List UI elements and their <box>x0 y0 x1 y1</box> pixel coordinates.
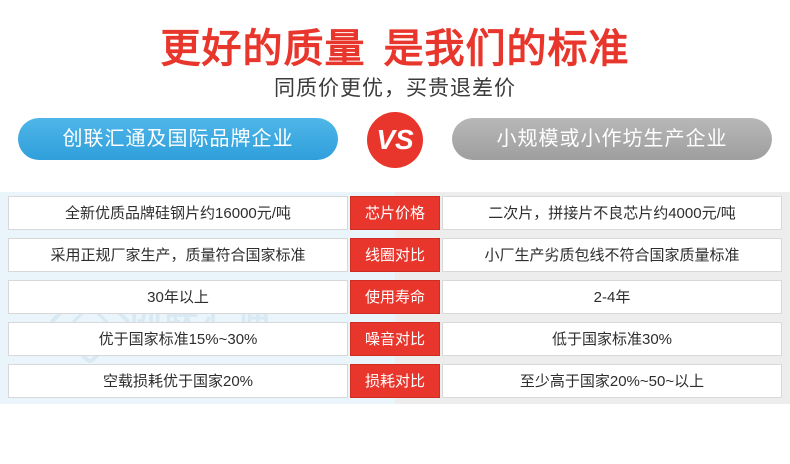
row-left-value: 空载损耗优于国家20% <box>8 364 348 398</box>
row-left-value: 30年以上 <box>8 280 348 314</box>
vs-left-label: 创联汇通及国际品牌企业 <box>18 118 338 160</box>
row-label: 噪音对比 <box>350 322 440 356</box>
row-right-value: 小厂生产劣质包线不符合国家质量标准 <box>442 238 782 272</box>
table-row: 空载损耗优于国家20% 损耗对比 至少高于国家20%~50~以上 <box>0 360 790 402</box>
row-label: 线圈对比 <box>350 238 440 272</box>
row-label: 损耗对比 <box>350 364 440 398</box>
row-right-value: 2-4年 <box>442 280 782 314</box>
row-left-value: 全新优质品牌硅钢片约16000元/吨 <box>8 196 348 230</box>
page-subtitle: 同质价更优，买贵退差价 <box>274 77 516 100</box>
table-row: 采用正规厂家生产，质量符合国家标准 线圈对比 小厂生产劣质包线不符合国家质量标准 <box>0 234 790 276</box>
row-right-value: 二次片，拼接片不良芯片约4000元/吨 <box>442 196 782 230</box>
table-row: 全新优质品牌硅钢片约16000元/吨 芯片价格 二次片，拼接片不良芯片约4000… <box>0 192 790 234</box>
row-right-value: 低于国家标准30% <box>442 322 782 356</box>
row-label: 使用寿命 <box>350 280 440 314</box>
page-title-part1: 更好的质量 <box>160 27 366 71</box>
comparison-rows: 全新优质品牌硅钢片约16000元/吨 芯片价格 二次片，拼接片不良芯片约4000… <box>0 192 790 404</box>
row-left-value: 采用正规厂家生产，质量符合国家标准 <box>8 238 348 272</box>
vs-row: 创联汇通及国际品牌企业 VS 小规模或小作坊生产企业 <box>0 112 790 172</box>
table-row: 30年以上 使用寿命 2-4年 <box>0 276 790 318</box>
page-title-part2: 是我们的标准 <box>383 27 630 71</box>
row-right-value: 至少高于国家20%~50~以上 <box>442 364 782 398</box>
comparison-table: 创联汇通 CHUANGLIANHUITONG 全新优质品牌硅钢片约16000元/… <box>0 192 790 404</box>
row-left-value: 优于国家标准15%~30% <box>8 322 348 356</box>
table-row: 优于国家标准15%~30% 噪音对比 低于国家标准30% <box>0 318 790 360</box>
vs-badge-icon: VS <box>367 112 423 168</box>
vs-right-label: 小规模或小作坊生产企业 <box>452 118 772 160</box>
row-label: 芯片价格 <box>350 196 440 230</box>
page-title: 更好的质量 是我们的标准 <box>0 16 790 74</box>
